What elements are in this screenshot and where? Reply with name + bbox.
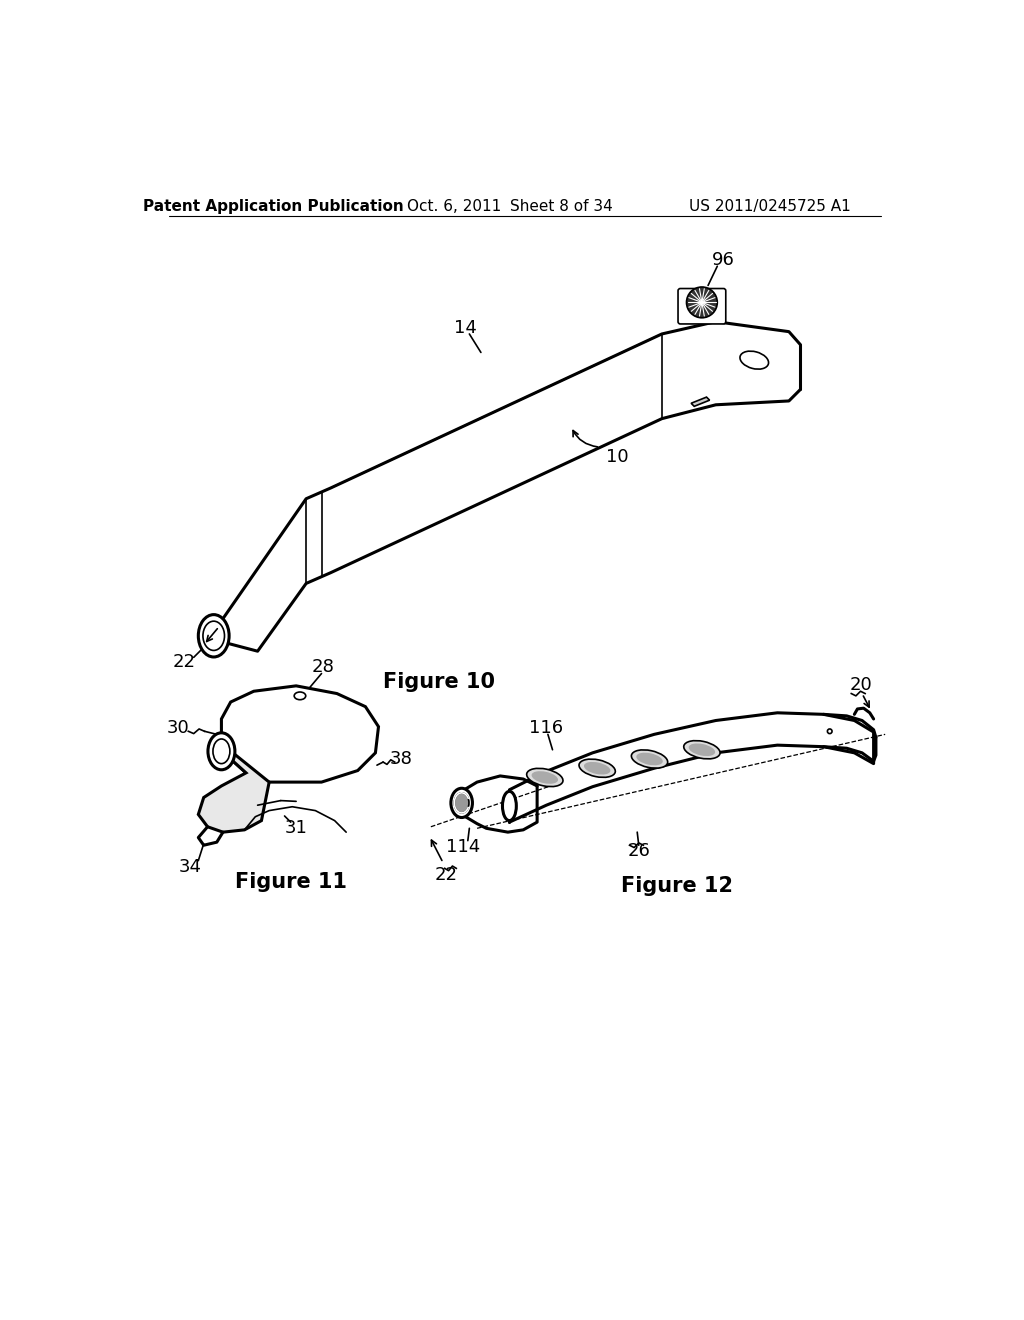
Text: 96: 96: [712, 251, 735, 269]
Ellipse shape: [455, 793, 469, 813]
Polygon shape: [691, 397, 710, 407]
Text: 114: 114: [446, 838, 480, 855]
Text: 26: 26: [628, 842, 650, 861]
Text: 30: 30: [167, 719, 189, 737]
Ellipse shape: [208, 733, 234, 770]
Ellipse shape: [503, 792, 516, 821]
Text: 14: 14: [454, 319, 477, 337]
Polygon shape: [221, 686, 379, 781]
Ellipse shape: [632, 750, 668, 768]
Text: Figure 12: Figure 12: [622, 876, 733, 896]
Text: 38: 38: [390, 750, 413, 768]
Ellipse shape: [689, 743, 715, 756]
Ellipse shape: [636, 752, 663, 766]
Ellipse shape: [686, 286, 717, 318]
Text: Sheet 8 of 34: Sheet 8 of 34: [510, 198, 613, 214]
Ellipse shape: [579, 759, 615, 777]
Ellipse shape: [199, 615, 229, 657]
Text: Figure 10: Figure 10: [383, 672, 495, 692]
Polygon shape: [199, 743, 269, 832]
Ellipse shape: [684, 741, 720, 759]
Text: 116: 116: [529, 719, 563, 737]
Polygon shape: [509, 713, 873, 822]
Text: Patent Application Publication: Patent Application Publication: [142, 198, 403, 214]
Text: Figure 11: Figure 11: [234, 873, 347, 892]
FancyBboxPatch shape: [678, 289, 726, 323]
Ellipse shape: [584, 762, 610, 775]
Text: Oct. 6, 2011: Oct. 6, 2011: [407, 198, 501, 214]
Text: 20: 20: [849, 676, 871, 694]
Ellipse shape: [526, 768, 563, 787]
Text: 31: 31: [285, 820, 307, 837]
Text: 28: 28: [311, 657, 335, 676]
Text: 10: 10: [606, 449, 629, 466]
Ellipse shape: [531, 771, 558, 784]
Text: 22: 22: [435, 866, 458, 883]
Ellipse shape: [451, 788, 472, 817]
Text: 34: 34: [179, 858, 202, 875]
Polygon shape: [214, 322, 801, 651]
Text: 22: 22: [173, 653, 196, 671]
Text: US 2011/0245725 A1: US 2011/0245725 A1: [689, 198, 851, 214]
